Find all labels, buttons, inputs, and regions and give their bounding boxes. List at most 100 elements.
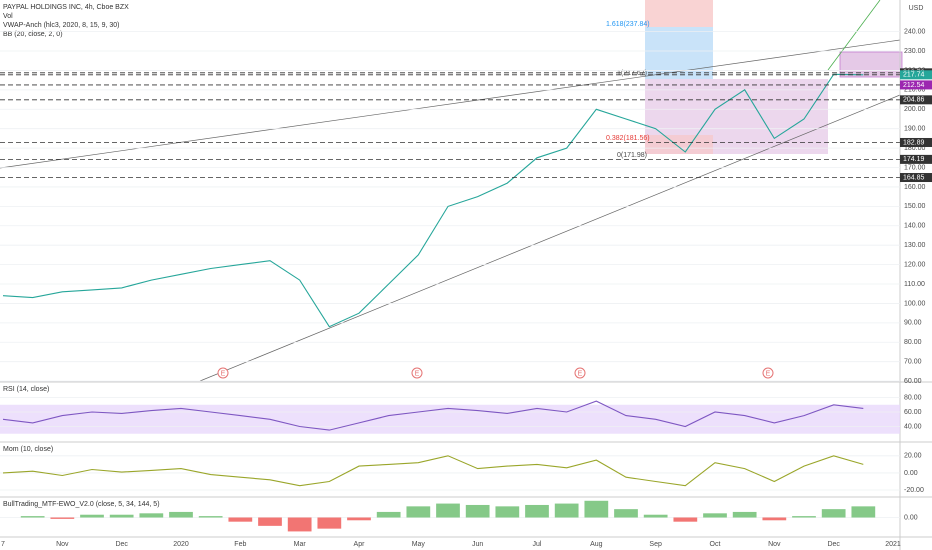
price-badge (900, 95, 932, 105)
fib-zone (645, 135, 713, 154)
y-tick-label: 60.00 (904, 409, 922, 416)
earnings-marker (574, 367, 586, 379)
bar (347, 517, 371, 521)
x-tick-label: 2020 (173, 541, 189, 548)
x-tick-label: Dec (827, 541, 840, 548)
rsi-band (0, 404, 900, 434)
bar (762, 517, 787, 521)
price-badge-label: 164.85 (903, 174, 925, 181)
x-tick-label: Jul (533, 541, 542, 548)
fib-label: 1.618(237.84) (606, 21, 650, 28)
y-tick-label: 100.00 (904, 300, 926, 307)
y-tick-label: 140.00 (904, 223, 926, 230)
x-tick-label: May (412, 541, 426, 548)
y-tick-label: 120.00 (904, 261, 926, 268)
trend-line (0, 39, 901, 169)
bar (376, 511, 401, 518)
y-tick-label: 20.00 (904, 453, 922, 460)
projection-line (827, 0, 881, 71)
x-tick-label: 7 (1, 541, 5, 548)
fib-label: 0(171.98) (617, 152, 647, 159)
y-tick-label: 130.00 (904, 242, 926, 249)
bar (258, 517, 282, 526)
bar (554, 503, 579, 518)
series-line (2, 455, 864, 487)
fib-label: 0.382(181.56) (606, 135, 650, 142)
series-line (2, 400, 864, 431)
x-tick-label: Oct (710, 541, 721, 548)
bar (495, 506, 520, 518)
bar (317, 517, 342, 529)
bar (584, 500, 609, 518)
x-tick-label: Nov (768, 541, 781, 548)
earnings-label: E (578, 370, 583, 377)
bar (406, 506, 431, 518)
y-tick-label: 80.00 (904, 394, 922, 401)
bar (614, 509, 638, 518)
fib-zone (645, 0, 713, 27)
x-tick-label: Aug (590, 541, 603, 548)
y-tick-label: 110.00 (904, 281, 925, 288)
price-badge (900, 154, 932, 164)
bar (80, 514, 104, 518)
bar (169, 511, 193, 518)
price-badge (900, 70, 932, 80)
x-tick-label: Apr (354, 541, 366, 548)
price-badge-label: 174.19 (903, 156, 925, 163)
price-badge (900, 173, 932, 183)
bar (851, 506, 876, 518)
y-tick-label: 40.00 (904, 423, 922, 430)
pane-title: RSI (14, close) (3, 386, 49, 393)
bar (525, 504, 549, 518)
earnings-label: E (415, 370, 420, 377)
y-tick-label: 90.00 (904, 320, 922, 327)
y-tick-label: 170.00 (904, 164, 926, 171)
indicator-legend: Vol (3, 13, 13, 20)
y-tick-label: 70.00 (904, 359, 922, 366)
x-tick-label: Feb (234, 541, 246, 548)
earnings-label: E (221, 370, 226, 377)
y-tick-label: 0.00 (904, 514, 918, 521)
indicator-legend: VWAP-Anch (hlc3, 2020, 8, 15, 9, 30) (3, 22, 119, 29)
y-tick-label: 200.00 (904, 106, 926, 113)
price-badge (900, 80, 932, 90)
bar (436, 503, 460, 518)
bar (109, 514, 134, 518)
price-badge-label: 182.89 (903, 139, 925, 146)
series-line (2, 73, 864, 328)
y-tick-label: 180.00 (904, 145, 926, 152)
price-badge-label: 204.86 (903, 97, 925, 104)
y-tick-label: 210.00 (904, 87, 926, 94)
indicator-legend: BB (20, close, 2, 0) (3, 31, 63, 38)
price-badge (900, 137, 932, 147)
bar (673, 517, 698, 522)
pane-title: BullTrading_MTF-EWO_V2.0 (close, 5, 34, … (3, 501, 160, 508)
bar (228, 517, 253, 522)
bar (703, 513, 727, 518)
x-tick-label: Jun (472, 541, 483, 548)
y-tick-label: -20.00 (904, 487, 924, 494)
bar (465, 504, 490, 518)
trend-line (199, 94, 901, 382)
y-tick-label: 240.00 (904, 28, 926, 35)
y-tick-label: 80.00 (904, 339, 922, 346)
symbol-title: PAYPAL HOLDINGS INC, 4h, Cboe BZX (3, 4, 129, 11)
fib-label: 1(217.67) (617, 70, 647, 77)
bar (792, 516, 816, 518)
price-badge-label: 212.54 (903, 82, 925, 89)
earnings-marker (217, 367, 229, 379)
bar (139, 513, 164, 518)
bar (20, 516, 45, 518)
y-tick-label: 190.00 (904, 126, 926, 133)
bar (643, 514, 668, 518)
pane-title: Mom (10, close) (3, 446, 53, 453)
y-tick-label: 60.00 (904, 378, 922, 385)
x-tick-label: Dec (115, 541, 128, 548)
earnings-label: E (766, 370, 771, 377)
earnings-marker (411, 367, 423, 379)
x-tick-label: 2021 (885, 541, 901, 548)
target-box (839, 51, 903, 78)
bar (50, 517, 75, 519)
